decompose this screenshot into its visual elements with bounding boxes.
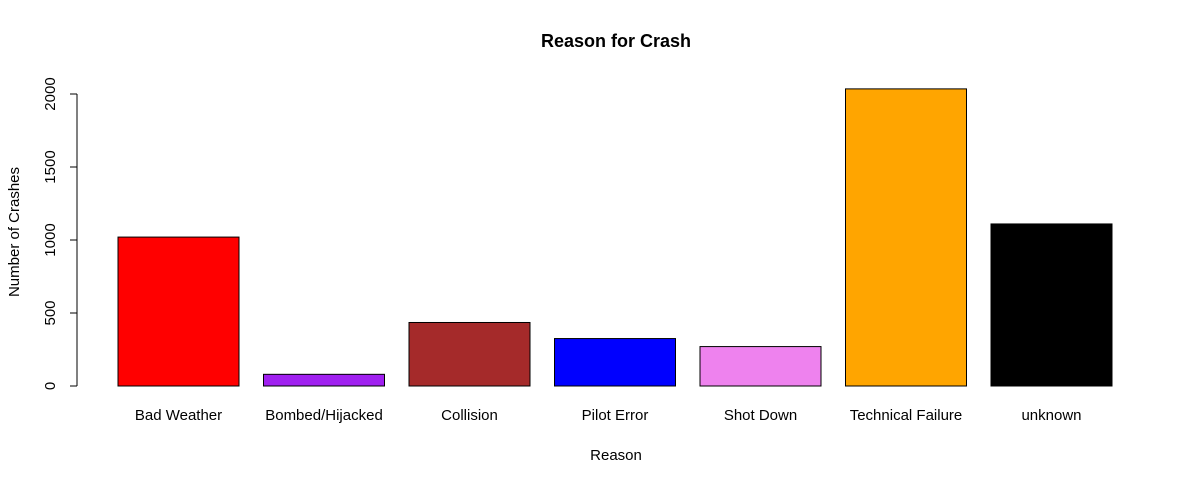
y-axis-label: Number of Crashes: [6, 167, 23, 297]
x-tick-label: Collision: [441, 407, 498, 424]
bar-technical-failure: [845, 88, 967, 387]
x-tick-label: Technical Failure: [850, 407, 963, 424]
bars-group: [117, 88, 1113, 387]
x-tick-label: unknown: [1021, 407, 1081, 424]
x-tick-label: Shot Down: [724, 407, 797, 424]
y-tick-label: 500: [42, 300, 59, 325]
bar-shot-down: [699, 346, 822, 387]
x-tick-labels: Bad Weather Bombed/Hijacked Collision Pilot…: [135, 407, 1082, 424]
y-tick-label: 1000: [42, 223, 59, 256]
x-tick-label: Bad Weather: [135, 407, 222, 424]
bar-unknown: [990, 223, 1113, 387]
bar-bad-weather: [117, 236, 240, 387]
y-axis: 0 500 1000 1500 2000: [42, 77, 78, 390]
x-tick-label: Pilot Error: [582, 407, 649, 424]
x-axis-label: Reason: [590, 447, 642, 464]
y-tick-label: 1500: [42, 150, 59, 183]
bar-pilot-error: [554, 338, 676, 387]
bar-bombed-hijacked: [263, 373, 385, 387]
bar-collision: [408, 321, 531, 387]
chart-title: Reason for Crash: [541, 31, 691, 51]
y-tick-label: 2000: [42, 77, 59, 110]
x-tick-label: Bombed/Hijacked: [265, 407, 383, 424]
y-tick-label: 0: [42, 382, 59, 390]
